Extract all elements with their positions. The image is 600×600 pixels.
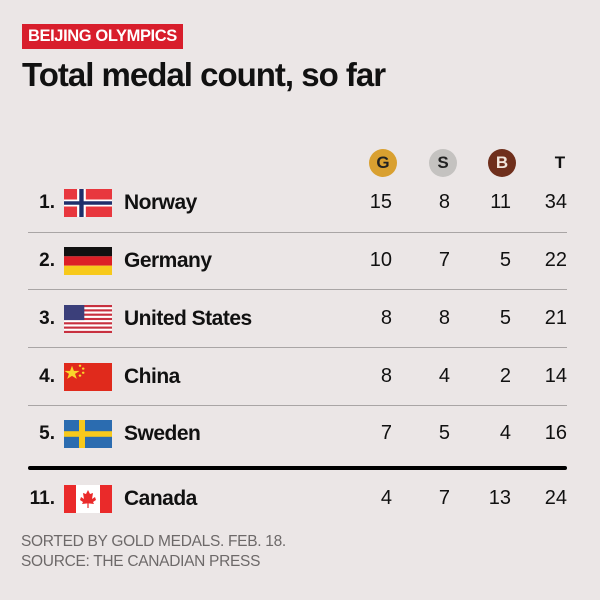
country-name: Norway <box>124 191 197 214</box>
bronze-count: 2 <box>499 365 511 387</box>
row-divider <box>28 289 567 290</box>
germany-flag-icon <box>64 247 112 275</box>
country-name: Germany <box>124 249 212 272</box>
country-name: Canada <box>124 487 197 510</box>
silver-count: 8 <box>438 191 450 213</box>
rank: 2. <box>39 250 55 271</box>
total-count: 14 <box>544 365 567 387</box>
bronze-count: 5 <box>499 307 511 329</box>
gold-count: 10 <box>369 249 392 271</box>
country-name: United States <box>124 307 252 330</box>
norway-flag-icon <box>64 189 112 217</box>
page-title: Total medal count, so far <box>22 56 386 93</box>
total-count: 16 <box>544 422 567 444</box>
row-divider <box>28 232 567 233</box>
rank: 4. <box>39 366 55 387</box>
bronze-count: 5 <box>499 249 511 271</box>
gold-count: 8 <box>380 365 392 387</box>
table-row: 3. United States 8 8 5 21 <box>28 299 568 339</box>
rank: 3. <box>39 308 55 329</box>
silver-count: 7 <box>438 487 450 509</box>
gold-count: 8 <box>380 307 392 329</box>
table-row: 2. Germany 10 7 5 22 <box>28 241 568 281</box>
footer-note: SORTED BY GOLD MEDALS. FEB. 18. <box>21 533 286 550</box>
kicker-label: BEIJING OLYMPICS <box>22 24 183 49</box>
gold-count: 15 <box>369 191 392 213</box>
gold-count: 4 <box>380 487 392 509</box>
section-divider <box>28 466 567 470</box>
bronze-count: 13 <box>488 487 511 509</box>
silver-header: S <box>429 149 457 177</box>
gold-header: G <box>369 149 397 177</box>
table-row: 4. China 8 4 2 14 <box>28 357 568 397</box>
rank: 1. <box>39 192 55 213</box>
canada-flag-icon <box>64 485 112 513</box>
bronze-count: 11 <box>490 191 511 213</box>
silver-count: 4 <box>438 365 450 387</box>
rank: 5. <box>39 423 55 444</box>
sweden-flag-icon <box>64 420 112 448</box>
gold-count: 7 <box>380 422 392 444</box>
silver-count: 8 <box>438 307 450 329</box>
china-flag-icon <box>64 363 112 391</box>
total-count: 24 <box>544 487 567 509</box>
country-name: China <box>124 365 180 388</box>
row-divider <box>28 347 567 348</box>
country-name: Sweden <box>124 422 201 445</box>
footer-source: SOURCE: THE CANADIAN PRESS <box>21 553 261 570</box>
total-count: 21 <box>544 307 567 329</box>
silver-count: 5 <box>438 422 450 444</box>
total-count: 34 <box>544 191 567 213</box>
total-count: 22 <box>544 249 567 271</box>
usa-flag-icon <box>64 305 112 333</box>
bronze-header: B <box>488 149 516 177</box>
table-row: 1. Norway 15 8 11 34 <box>28 183 568 223</box>
bronze-count: 4 <box>499 422 511 444</box>
total-header: T <box>554 153 566 172</box>
row-divider <box>28 405 567 406</box>
silver-count: 7 <box>438 249 450 271</box>
table-row: 11. Canada 4 7 13 24 <box>28 479 568 519</box>
rank: 11. <box>29 488 55 509</box>
table-row: 5. Sweden 7 5 4 16 <box>28 414 568 454</box>
